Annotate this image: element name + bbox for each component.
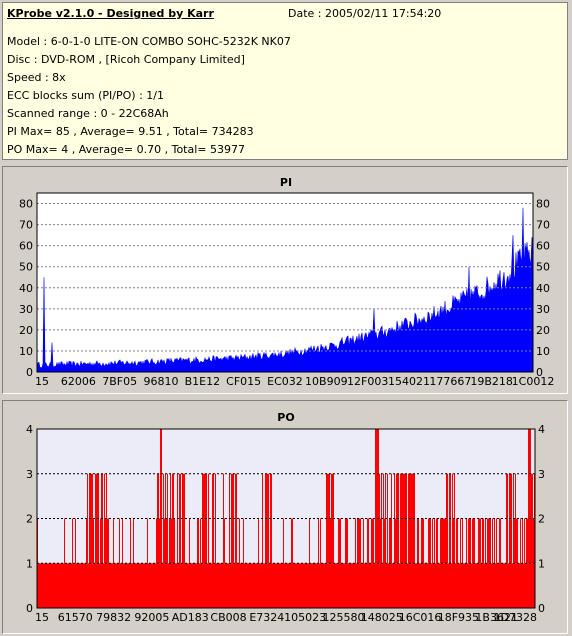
po-ytick-left: 1 [26,557,33,570]
po-ytick-right: 1 [538,557,545,570]
po-ytick-left: 4 [26,423,33,436]
pi-ytick-right: 80 [536,198,550,211]
po-xtick: E7324 [249,611,284,624]
po-xtick: CB008 [210,611,246,624]
pi-xtick: 12F003 [347,375,388,388]
po-xtick: 148025 [361,611,403,624]
pi-summary-line: PI Max= 85 , Average= 9.51 , Total= 7342… [7,125,254,138]
po-chart-panel: PO 0 0 1 1 2 2 3 3 4 4 15 61570 79832 92005 AD183 CB008… [2,400,568,634]
scan-date: Date : 2005/02/11 17:54:20 [288,7,442,20]
pi-xtick: CF015 [226,375,261,388]
pi-xtick: 15 [35,375,49,388]
po-chart: PO 0 0 1 1 2 2 3 3 4 4 15 61570 79832 92005 AD183 CB008… [26,411,545,624]
po-ytick-left: 0 [26,602,33,615]
po-ytick-left: 3 [26,468,33,481]
pi-ytick-left: 10 [19,345,33,358]
po-xtick: 79832 [96,611,131,624]
pi-xtick: 96810 [144,375,179,388]
pi-ytick-left: 70 [19,219,33,232]
pi-xtick: B1E12 [185,375,221,388]
pi-chart-panel: PI 0 0 10 10 20 20 30 30 40 40 50 50 60 60 70 70 80 80 15 6… [2,166,568,394]
model-line: Model : 6-0-1-0 LITE-ON COMBO SOHC-5232K… [7,35,291,48]
pi-ytick-right: 40 [536,282,550,295]
pi-ytick-right: 50 [536,261,550,274]
pi-ytick-right: 60 [536,240,550,253]
po-xtick: 125580 [322,611,364,624]
pi-xtick: 1C0012 [512,375,555,388]
pi-xtick: 10B909 [305,375,348,388]
po-ytick-right: 2 [538,513,545,526]
pi-ytick-right: 20 [536,324,550,337]
po-xtick: 1B3621 [475,611,518,624]
app-title: KProbe v2.1.0 - Designed by Karr [7,7,214,20]
pi-xtick: 177667 [429,375,471,388]
pi-ytick-left: 80 [19,198,33,211]
pi-ytick-left: 20 [19,324,33,337]
pi-chart-title: PI [280,176,292,189]
po-ytick-right: 0 [538,602,545,615]
pi-chart: PI 0 0 10 10 20 20 30 30 40 40 50 50 60 60 70 70 80 80 15 6… [19,176,555,388]
po-summary-line: PO Max= 4 , Average= 0.70 , Total= 53977 [7,143,245,156]
po-xtick: AD183 [172,611,209,624]
speed-line: Speed : 8x [7,71,66,84]
pi-xtick: 19B218 [470,375,513,388]
pi-ytick-left: 40 [19,282,33,295]
po-ytick-left: 2 [26,513,33,526]
ecc-line: ECC blocks sum (PI/PO) : 1/1 [7,89,164,102]
pi-ytick-right: 10 [536,345,550,358]
pi-ytick-left: 60 [19,240,33,253]
pi-frame [36,192,534,373]
po-frame [36,428,536,609]
po-xtick: 105023 [284,611,326,624]
pi-ytick-left: 50 [19,261,33,274]
pi-series-area [36,207,534,373]
po-xtick: 92005 [134,611,169,624]
po-xtick: 16C016 [399,611,442,624]
range-line: Scanned range : 0 - 22C68Ah [7,107,169,120]
disc-line: Disc : DVD-ROM , [Ricoh Company Limited] [7,53,245,66]
po-ytick-right: 4 [538,423,545,436]
po-chart-title: PO [277,411,294,424]
pi-ytick-left: 0 [26,366,33,379]
info-panel: KProbe v2.1.0 - Designed by Karr Date : … [2,2,568,160]
pi-ytick-right: 0 [536,366,543,379]
pi-ytick-left: 30 [19,303,33,316]
po-ytick-right: 3 [538,468,545,481]
po-xtick: 18F935 [438,611,479,624]
po-xtick: 61570 [58,611,93,624]
pi-ytick-right: 30 [536,303,550,316]
pi-ytick-right: 70 [536,219,550,232]
pi-xtick: 154021 [388,375,430,388]
po-xtick: 1D7328 [494,611,537,624]
po-baseline-bar [37,563,535,608]
po-xtick: 15 [35,611,49,624]
pi-xtick: EC032 [267,375,303,388]
pi-xtick: 7BF05 [102,375,137,388]
pi-xtick: 62006 [61,375,96,388]
